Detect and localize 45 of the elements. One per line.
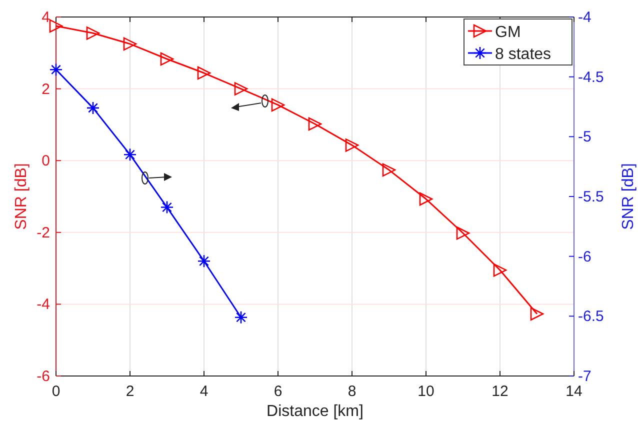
y-tick-label: -4 <box>36 296 50 314</box>
y-tick-label: 0 <box>42 152 50 170</box>
point <box>419 192 433 206</box>
y2-tick-label: -5 <box>578 128 592 146</box>
point <box>530 307 544 321</box>
point <box>49 19 63 33</box>
point <box>308 117 322 131</box>
x-tick-label: 4 <box>200 383 208 400</box>
point <box>456 226 470 240</box>
point <box>234 82 248 96</box>
x-tick-label: 14 <box>566 383 582 400</box>
x-tick-label: 10 <box>418 383 434 400</box>
point <box>123 37 137 51</box>
y-tick-label: 2 <box>42 80 50 98</box>
y2-tick-label: -6 <box>578 248 592 266</box>
point <box>345 138 359 152</box>
y-tick-label: -2 <box>36 224 50 242</box>
point <box>123 148 137 162</box>
y2-tick-label: -4.5 <box>578 68 604 86</box>
point <box>197 254 211 268</box>
y-tick-label: -6 <box>36 368 50 385</box>
y2-tick-label: -6.5 <box>578 308 604 326</box>
x-tick-label: 12 <box>492 383 508 400</box>
point <box>493 263 507 277</box>
y2-tick-label: -7 <box>578 368 592 385</box>
legend-label: GM <box>495 24 521 41</box>
point <box>197 66 211 80</box>
point <box>160 200 174 214</box>
point <box>86 101 100 115</box>
y-tick-label: 4 <box>42 9 50 26</box>
point <box>234 310 248 324</box>
point <box>382 163 396 177</box>
point <box>86 26 100 40</box>
x-axis-title: Distance [km] <box>266 403 364 420</box>
x-tick-label: 8 <box>348 383 356 400</box>
legend-label: 8 states <box>495 46 552 63</box>
y2-tick-label: -4 <box>578 9 592 26</box>
y2-tick-label: -5.5 <box>578 188 604 206</box>
y2-axis-title: SNR [dB] <box>620 163 637 230</box>
point <box>271 98 285 112</box>
x-tick-label: 2 <box>126 383 134 400</box>
point <box>49 63 63 76</box>
point <box>160 52 174 66</box>
x-tick-label: 6 <box>274 383 282 400</box>
y-axis-title: SNR [dB] <box>13 163 30 230</box>
